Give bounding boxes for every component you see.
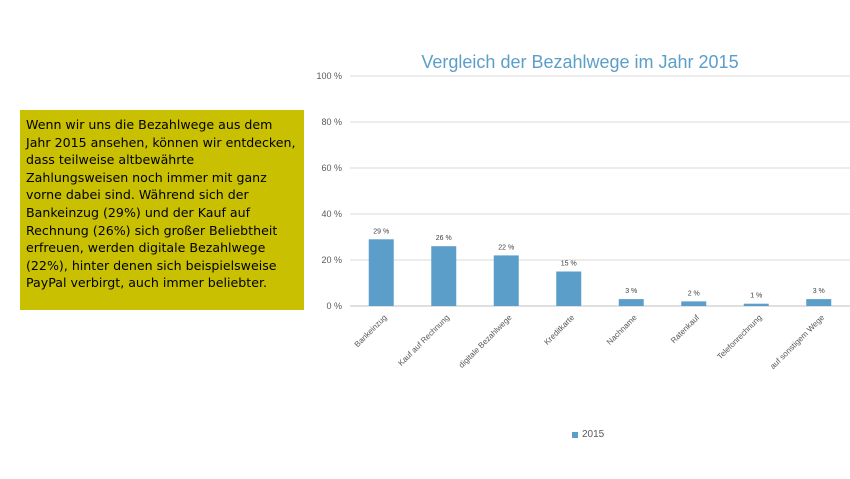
bar [681, 301, 707, 306]
legend-label: 2015 [582, 429, 605, 440]
bar [368, 239, 394, 306]
category-label: Kauf auf Rechnung [396, 313, 451, 368]
category-label: Bankeinzug [353, 313, 389, 349]
data-label: 22 % [498, 244, 514, 251]
explanation-text-box: Wenn wir uns die Bezahlwege aus dem Jahr… [20, 110, 304, 310]
category-label: Ratenkauf [669, 313, 702, 346]
y-tick-label: 60 % [321, 163, 342, 173]
data-label: 3 % [813, 288, 825, 295]
category-label: Telefonrechnung [715, 313, 763, 361]
y-tick-label: 80 % [321, 117, 342, 127]
y-tick-label: 40 % [321, 209, 342, 219]
bar [493, 255, 519, 306]
y-tick-label: 20 % [321, 255, 342, 265]
y-tick-label: 0 % [326, 301, 342, 311]
category-label: auf sonstigem Wege [768, 313, 826, 371]
category-label: digitale Bezahlwege [457, 313, 514, 370]
bar [618, 299, 644, 306]
data-label: 29 % [373, 228, 389, 235]
explanation-text: Wenn wir uns die Bezahlwege aus dem Jahr… [26, 117, 296, 291]
bar [431, 246, 457, 306]
y-tick-label: 100 % [316, 71, 342, 81]
bar [806, 299, 832, 306]
data-label: 3 % [625, 288, 637, 295]
category-label: Nachname [605, 313, 639, 347]
category-label: Kreditkarte [542, 313, 576, 347]
data-label: 1 % [750, 293, 762, 300]
data-label: 2 % [688, 290, 700, 297]
legend-swatch [572, 431, 578, 438]
bar [556, 271, 582, 306]
data-label: 15 % [561, 261, 577, 268]
chart-title: Vergleich der Bezahlwege im Jahr 2015 [421, 52, 739, 72]
chart-legend: 2015 [572, 429, 604, 440]
data-label: 26 % [436, 235, 452, 242]
bar [743, 303, 769, 306]
